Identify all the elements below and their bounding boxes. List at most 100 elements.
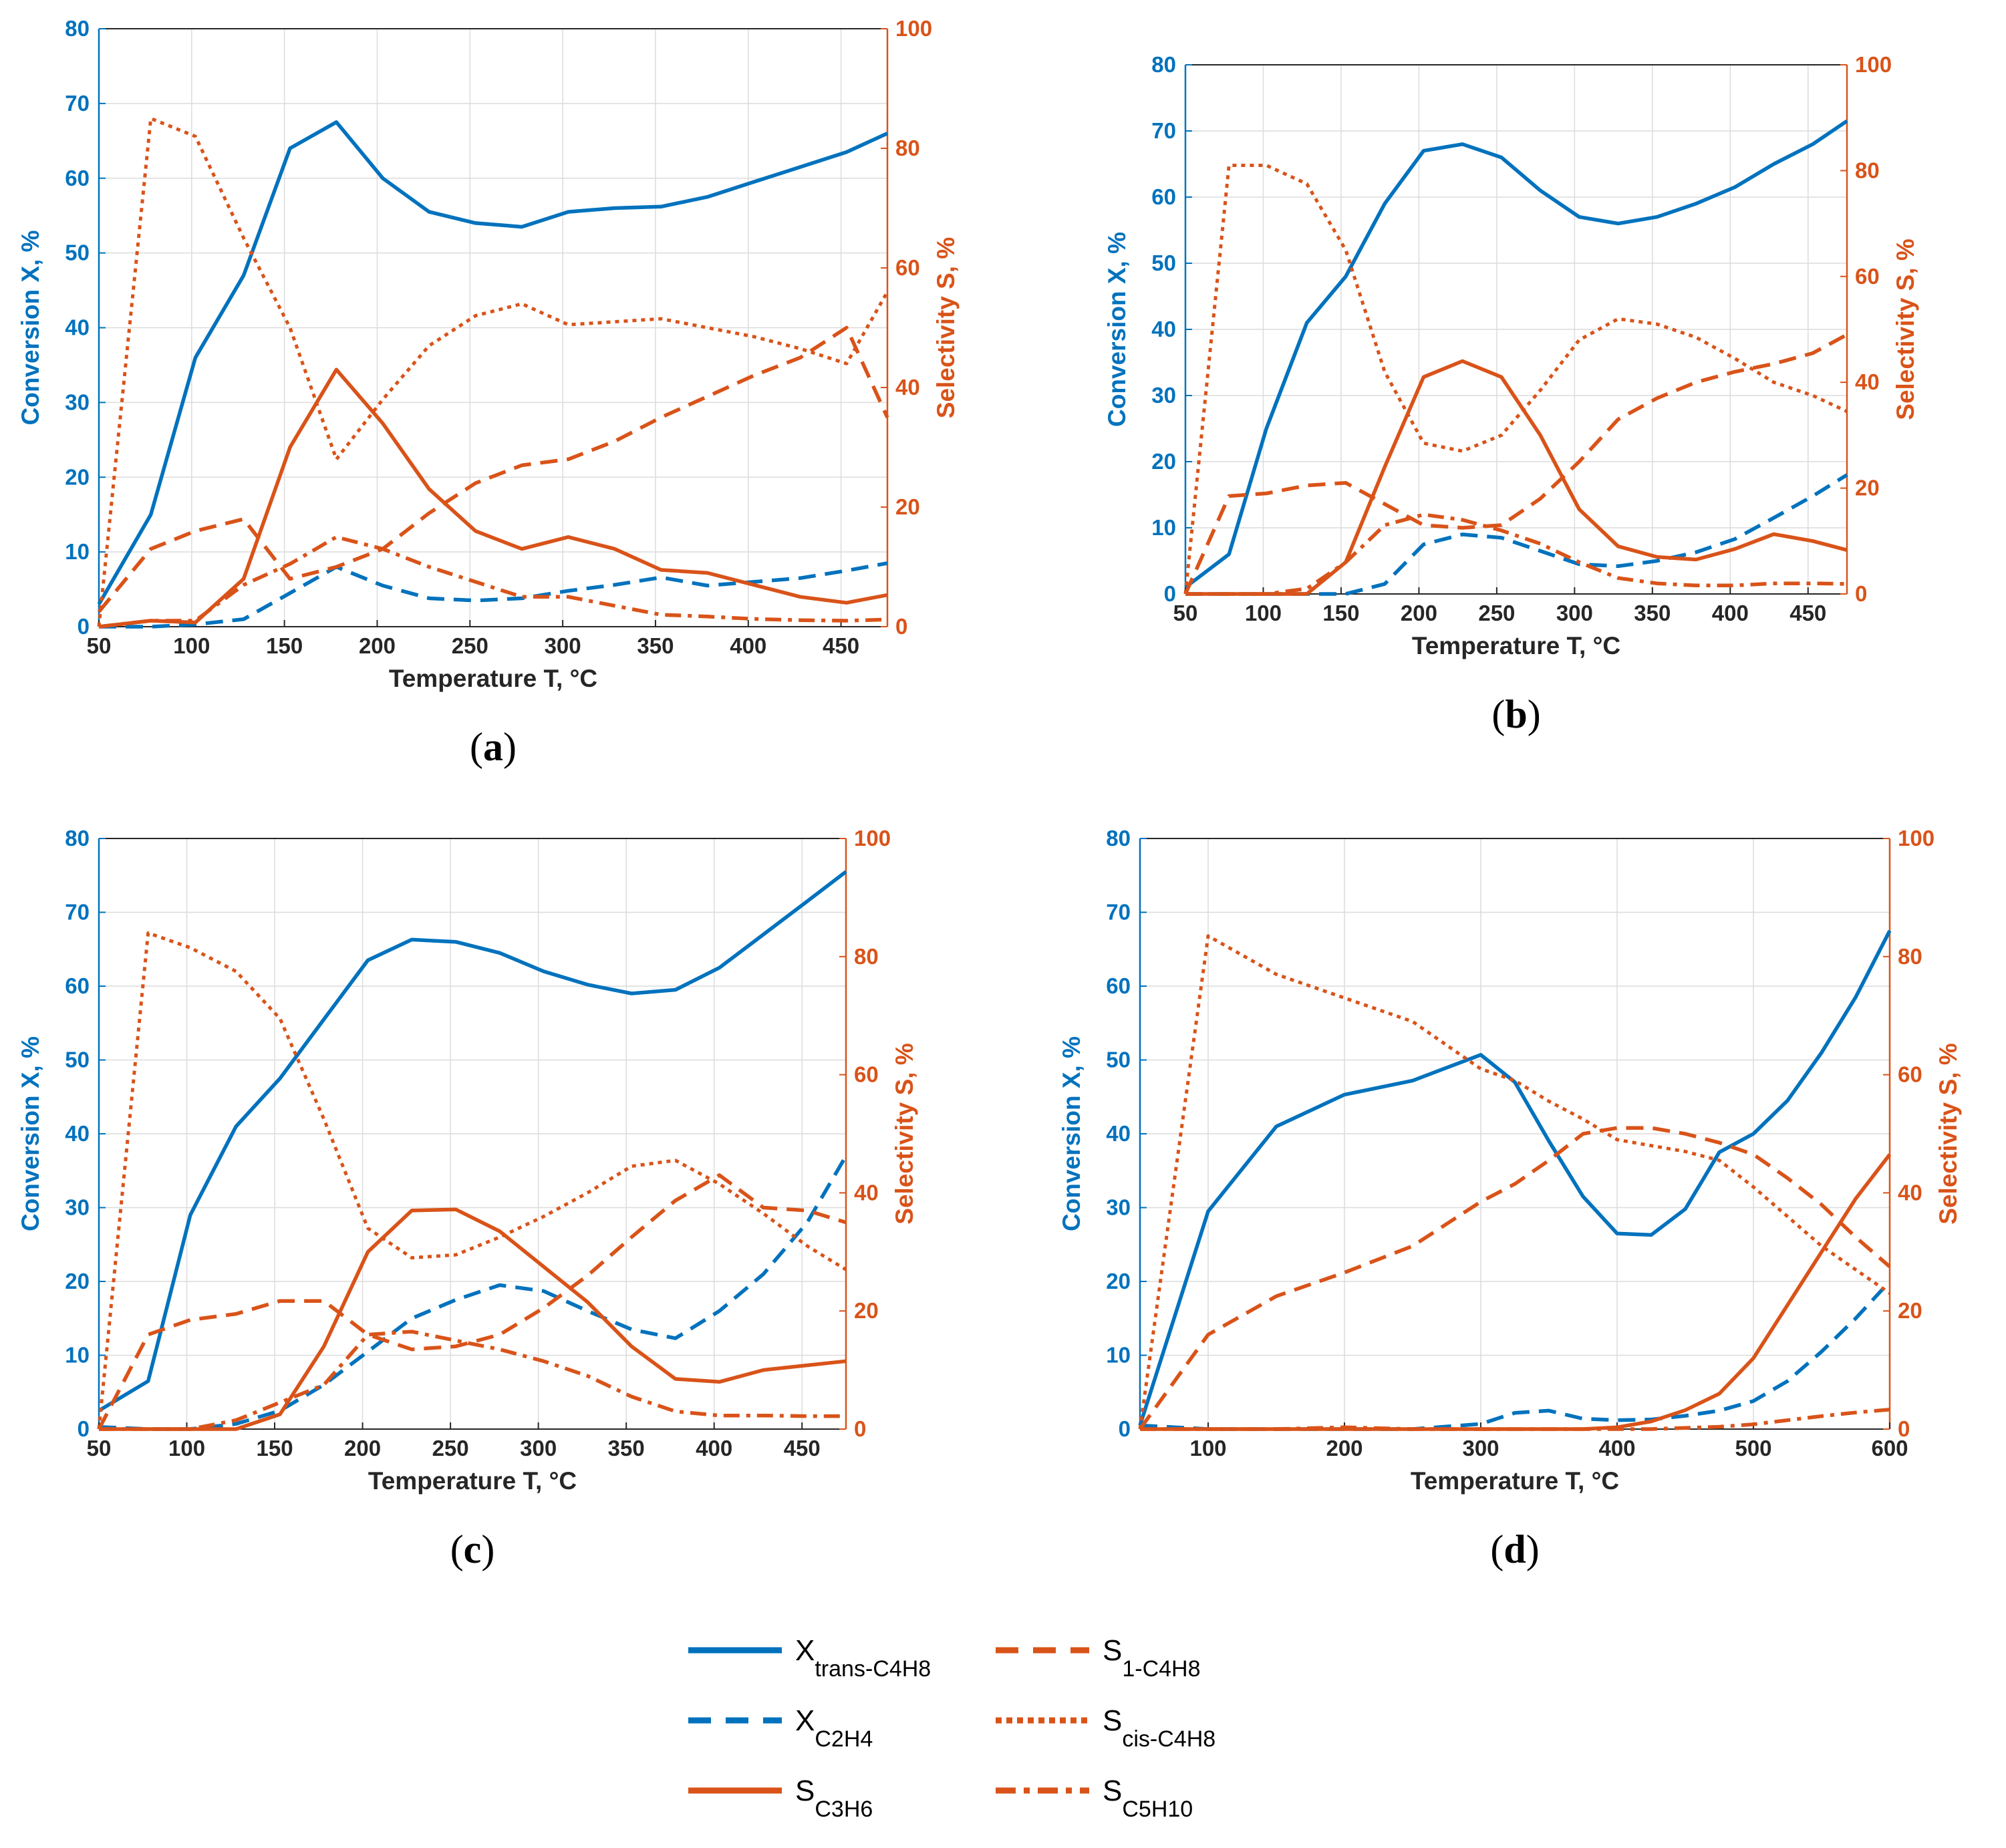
series-line-s-cis-c4h8: [97, 931, 847, 1430]
y2-tick-label: 60: [1855, 264, 1880, 289]
y2-tick-label: 100: [1855, 52, 1892, 77]
panel-label: (a): [470, 725, 517, 769]
y-tick-label: 40: [1151, 317, 1176, 341]
y-tick-label: 10: [65, 539, 90, 564]
y2-tick-label: 20: [1855, 476, 1880, 500]
y2-tick-label: 80: [1898, 944, 1922, 969]
y-tick-label: 10: [1106, 1343, 1131, 1368]
y-tick-label: 20: [1106, 1269, 1131, 1293]
x-tick-label: 300: [520, 1436, 557, 1460]
y2-tick-label: 60: [854, 1062, 879, 1087]
x-tick-label: 600: [1871, 1436, 1908, 1460]
y2-tick-label: 0: [895, 614, 907, 639]
series-line-s-c5h10: [1185, 512, 1848, 596]
y-tick-label: 0: [1164, 581, 1176, 606]
y-tick-label: 60: [65, 166, 90, 190]
panel-label: (b): [1491, 692, 1540, 736]
legend: Xtrans-C4H8 XC2H4 SC3H6 S1-C4H8 Scis-C4H8 SC5…: [688, 1634, 1215, 1822]
series-line-s-1-c4h8: [97, 1173, 847, 1430]
y2-tick-label: 0: [1855, 581, 1867, 606]
series-line-s-c5h10: [99, 1330, 846, 1431]
legend-label: Xtrans-C4H8: [795, 1634, 931, 1682]
y2-axis-label: Selectivity S, %: [1892, 239, 1919, 420]
legend-label: S1-C4H8: [1103, 1634, 1201, 1682]
series-line-x-trans-c4h8: [1184, 119, 1848, 589]
series-line-s-cis-c4h8: [1183, 164, 1848, 595]
series-line-s-1-c4h8: [1138, 1126, 1891, 1430]
panel-label: (d): [1490, 1527, 1539, 1571]
y-axis-label: Conversion X, %: [17, 230, 44, 426]
x-tick-label: 450: [1789, 601, 1826, 625]
x-axis-label: Temperature T, °C: [368, 1467, 577, 1495]
x-tick-label: 300: [545, 633, 581, 658]
x-tick-label: 150: [1322, 601, 1359, 625]
y2-tick-label: 40: [895, 375, 920, 400]
series-line-x-trans-c4h8: [1138, 929, 1892, 1426]
legend-label: Scis-C4H8: [1103, 1704, 1215, 1752]
x-axis-label: Temperature T, °C: [1411, 1467, 1619, 1495]
y-tick-label: 40: [1106, 1121, 1131, 1146]
y-tick-label: 50: [1106, 1048, 1131, 1072]
x-tick-label: 150: [266, 633, 303, 658]
y2-axis-label: Selectivity S, %: [932, 237, 960, 418]
x-tick-label: 100: [173, 633, 210, 658]
x-tick-label: 400: [1598, 1436, 1635, 1460]
y2-tick-label: 80: [895, 136, 920, 160]
x-tick-label: 100: [1189, 1436, 1226, 1460]
y-tick-label: 30: [65, 1195, 90, 1220]
series-line-s-c3h6: [99, 1207, 847, 1431]
y-tick-label: 80: [1151, 52, 1176, 77]
series-line-s-1-c4h8: [97, 325, 889, 613]
y-tick-label: 50: [65, 1048, 90, 1072]
y2-tick-label: 80: [854, 944, 879, 969]
x-tick-label: 50: [87, 633, 112, 658]
y-axis-label: Conversion X, %: [17, 1036, 44, 1231]
y2-tick-label: 40: [1855, 369, 1880, 394]
x-tick-label: 400: [696, 1436, 732, 1460]
y-tick-label: 60: [65, 973, 90, 998]
series-line-x-c2h4: [99, 561, 888, 629]
y2-tick-label: 0: [854, 1416, 866, 1441]
y-tick-label: 0: [1119, 1416, 1131, 1441]
y-tick-label: 10: [1151, 515, 1176, 540]
y2-tick-label: 80: [1855, 158, 1880, 182]
y-tick-label: 0: [78, 1416, 90, 1441]
y-tick-label: 70: [65, 900, 90, 925]
legend-label: XC2H4: [795, 1704, 873, 1752]
y-tick-label: 70: [1106, 900, 1131, 925]
series-line-s-cis-c4h8: [1138, 934, 1891, 1430]
chart-panel-a: 50 100 150 200 250 300 350 400 45001020304050607…: [17, 16, 960, 769]
x-tick-label: 50: [87, 1436, 112, 1460]
series-line-x-trans-c4h8: [98, 870, 847, 1412]
y-tick-label: 30: [65, 390, 90, 414]
series-line-s-c5h10: [1140, 1408, 1890, 1431]
y2-tick-label: 20: [854, 1298, 879, 1323]
y-axis-label: Conversion X, %: [1103, 232, 1131, 427]
chart-panel-d: 100 200 300 400 500 6000102030405060708002040…: [1058, 826, 1962, 1571]
y2-axis-label: Selectivity S, %: [891, 1043, 918, 1224]
legend-label: SC5H10: [1103, 1775, 1193, 1822]
y-tick-label: 30: [1106, 1195, 1131, 1220]
x-tick-label: 250: [452, 633, 488, 658]
y-axis-label: Conversion X, %: [1058, 1036, 1085, 1231]
y-tick-label: 50: [65, 241, 90, 265]
x-tick-label: 350: [637, 633, 674, 658]
x-tick-label: 200: [344, 1436, 381, 1460]
x-tick-label: 300: [1462, 1436, 1499, 1460]
series-line-s-cis-c4h8: [97, 116, 889, 627]
y2-tick-label: 20: [1898, 1298, 1922, 1323]
y2-tick-label: 20: [895, 494, 920, 519]
y-tick-label: 0: [78, 614, 90, 639]
series-line-x-trans-c4h8: [97, 120, 889, 605]
y2-tick-label: 40: [1898, 1180, 1922, 1205]
y2-tick-label: 40: [854, 1180, 879, 1205]
legend-label: SC3H6: [795, 1775, 873, 1822]
x-tick-label: 150: [257, 1436, 293, 1460]
x-tick-label: 400: [1712, 601, 1749, 625]
chart-panel-b: 50 100 150 200 250 300 350 400 45001020304050607…: [1103, 52, 1919, 736]
x-tick-label: 100: [1245, 601, 1282, 625]
y-tick-label: 10: [65, 1343, 90, 1368]
y2-tick-label: 60: [895, 255, 920, 280]
x-tick-label: 450: [823, 633, 859, 658]
